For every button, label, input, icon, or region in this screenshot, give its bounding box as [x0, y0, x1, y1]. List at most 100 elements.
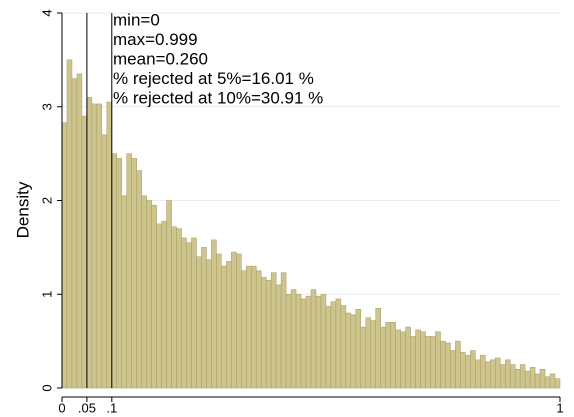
bar — [465, 354, 471, 389]
bar — [216, 253, 222, 389]
bar — [131, 158, 137, 389]
bar — [480, 354, 486, 389]
y-tick-label: 3 — [39, 103, 54, 110]
bar — [544, 376, 551, 389]
bar — [176, 228, 182, 389]
bar — [71, 78, 78, 389]
bar — [440, 340, 446, 389]
annotation: mean=0.260 — [113, 49, 208, 68]
bar — [509, 364, 516, 389]
bar — [435, 331, 441, 389]
bar — [524, 370, 531, 389]
bar — [96, 103, 103, 389]
bar — [265, 279, 272, 389]
bar — [490, 359, 496, 389]
bar — [445, 342, 451, 389]
bar — [390, 322, 396, 389]
bar — [260, 277, 267, 389]
bar — [554, 378, 561, 389]
bar — [86, 97, 93, 389]
bar — [171, 226, 177, 389]
bar — [549, 373, 556, 389]
bar — [345, 312, 352, 389]
bar — [91, 103, 98, 389]
bar — [236, 253, 242, 389]
bar — [405, 326, 411, 389]
bar — [241, 270, 247, 389]
bar — [196, 256, 202, 389]
bar — [385, 322, 391, 389]
bar — [246, 265, 252, 389]
bar — [470, 350, 476, 389]
bar — [485, 361, 491, 389]
bar — [529, 367, 536, 389]
y-tick-label: 2 — [39, 197, 54, 204]
bar — [156, 223, 162, 389]
bar — [141, 195, 147, 389]
bar — [231, 251, 237, 389]
bar — [275, 284, 282, 389]
bar — [420, 331, 426, 389]
bar — [380, 326, 386, 389]
bar — [360, 326, 367, 389]
annotation: max=0.999 — [113, 30, 198, 49]
bar — [539, 369, 546, 389]
y-tick-label: 1 — [39, 291, 54, 298]
bar — [221, 265, 227, 389]
bar — [320, 294, 327, 389]
bar — [121, 195, 127, 389]
bar — [250, 265, 257, 389]
x-tick-label: .05 — [78, 400, 96, 415]
x-tick-label: 1 — [556, 400, 563, 415]
bar — [375, 308, 381, 389]
annotation: % rejected at 5%=16.01 % — [113, 69, 314, 88]
bar — [415, 329, 421, 389]
bar — [285, 294, 292, 389]
bar — [534, 373, 541, 389]
x-tick-label: 0 — [58, 400, 65, 415]
bar — [161, 220, 167, 389]
bar — [290, 289, 297, 389]
bar — [325, 306, 332, 389]
bar — [295, 294, 302, 389]
bar — [111, 153, 118, 389]
bar — [116, 158, 123, 389]
bar — [450, 350, 456, 389]
y-tick-label: 0 — [39, 384, 54, 391]
x-tick-label: .1 — [106, 400, 117, 415]
bar — [395, 329, 401, 389]
bar — [206, 259, 212, 389]
bar — [335, 298, 342, 389]
bar — [355, 309, 362, 389]
bar — [166, 200, 172, 389]
bar — [280, 272, 287, 389]
bar — [370, 320, 376, 389]
bar — [61, 122, 68, 389]
bar — [226, 261, 232, 389]
bar — [126, 153, 132, 389]
bar — [106, 101, 113, 389]
bar — [186, 242, 192, 389]
bar — [350, 314, 357, 389]
bar — [340, 305, 347, 389]
bar — [136, 170, 142, 389]
bar — [425, 336, 431, 389]
annotation: min=0 — [113, 10, 160, 29]
bar — [455, 340, 461, 389]
bar — [81, 115, 88, 389]
bar — [519, 364, 526, 389]
bar — [460, 352, 466, 389]
bar — [504, 359, 511, 389]
bar — [101, 134, 108, 389]
bar — [181, 237, 187, 389]
bar — [495, 357, 501, 389]
bar — [300, 298, 307, 389]
bar — [330, 301, 337, 389]
y-tick-label: 4 — [39, 9, 54, 16]
bar — [475, 359, 481, 389]
bar — [410, 336, 416, 389]
bar — [76, 73, 83, 389]
bar — [305, 295, 312, 389]
bar — [499, 364, 506, 389]
